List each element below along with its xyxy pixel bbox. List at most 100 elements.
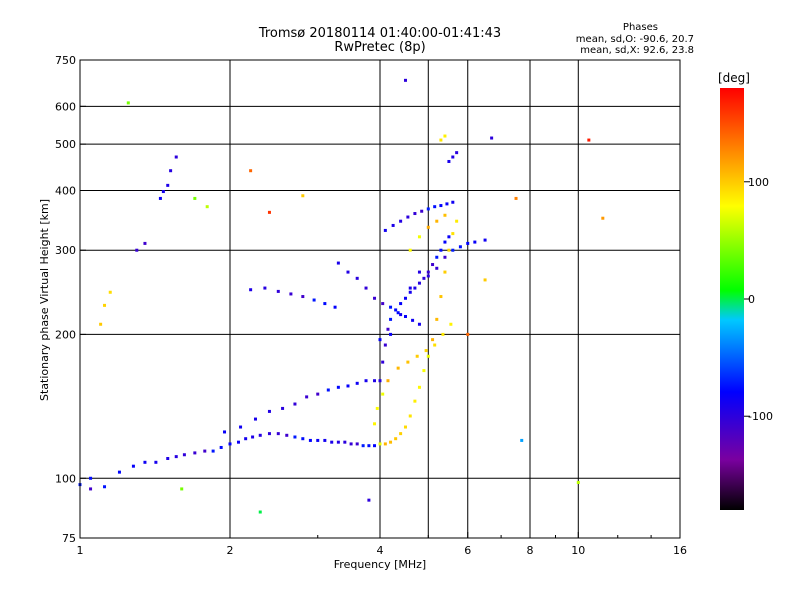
data-point: [411, 318, 415, 322]
data-point: [403, 425, 407, 429]
y-tick-label: 600: [55, 100, 76, 113]
data-point: [443, 240, 447, 244]
data-point: [108, 290, 112, 294]
data-point: [293, 402, 297, 406]
data-point: [413, 399, 417, 403]
data-point: [403, 314, 407, 318]
data-point: [346, 270, 350, 274]
colorbar-tick-label: -100: [748, 410, 773, 423]
data-point: [223, 430, 227, 434]
data-point: [364, 379, 368, 383]
data-point: [378, 379, 382, 383]
data-point: [466, 332, 470, 336]
phase-stats-o: mean, sd,O: -90.6, 20.7: [575, 34, 694, 45]
grid-lines: [80, 59, 680, 539]
data-point: [403, 78, 407, 82]
x-tick-label: 6: [464, 544, 471, 557]
data-point: [483, 278, 487, 282]
data-points: [78, 78, 605, 514]
x-axis-label: Frequency [MHz]: [334, 558, 426, 571]
data-point: [293, 435, 297, 439]
data-point: [406, 215, 410, 219]
data-point: [211, 449, 215, 453]
data-point: [422, 369, 426, 373]
data-point: [289, 292, 293, 296]
data-point: [267, 432, 271, 436]
data-point: [367, 444, 371, 448]
y-axis-ticks: 75 100 200 300 400 500 600 750: [55, 54, 86, 545]
x-axis-ticks: 1 2 4 6 8 10 16: [77, 532, 687, 557]
data-point: [131, 464, 135, 468]
data-point: [439, 204, 443, 208]
data-point: [103, 303, 107, 307]
data-point: [169, 169, 173, 173]
data-point: [490, 136, 494, 140]
data-point: [447, 248, 451, 252]
colorbar-tick-label: 100: [748, 176, 769, 189]
data-point: [394, 437, 398, 441]
data-point: [408, 248, 412, 252]
colorbar: [720, 88, 744, 510]
data-point: [445, 202, 449, 206]
data-point: [417, 385, 421, 389]
data-point: [433, 205, 437, 209]
data-point: [373, 444, 377, 448]
data-point: [383, 442, 387, 446]
data-point: [193, 196, 197, 200]
data-point: [355, 276, 359, 280]
data-point: [336, 440, 340, 444]
data-point: [383, 343, 387, 347]
data-point: [89, 476, 93, 480]
data-point: [601, 216, 605, 220]
data-point: [447, 159, 451, 163]
data-point: [389, 305, 393, 309]
x-tick-label: 8: [527, 544, 534, 557]
data-point: [166, 456, 170, 460]
data-point: [336, 385, 340, 389]
data-point: [587, 138, 591, 142]
data-point: [312, 298, 316, 302]
data-point: [301, 194, 305, 198]
x-tick-label: 2: [227, 544, 234, 557]
data-point: [443, 255, 447, 259]
data-point: [386, 379, 390, 383]
data-point: [373, 422, 377, 426]
data-point: [203, 449, 207, 453]
data-point: [443, 270, 447, 274]
data-point: [443, 213, 447, 217]
data-point: [389, 440, 393, 444]
data-point: [126, 101, 130, 105]
data-point: [323, 302, 327, 306]
data-point: [276, 432, 280, 436]
data-point: [413, 212, 417, 216]
data-point: [451, 232, 455, 236]
data-point: [158, 196, 162, 200]
data-point: [301, 295, 305, 299]
data-point: [301, 437, 305, 441]
data-point: [333, 305, 337, 309]
y-tick-label: 200: [55, 328, 76, 341]
y-tick-label: 100: [55, 472, 76, 485]
data-point: [396, 366, 400, 370]
data-point: [249, 288, 253, 292]
data-point: [330, 440, 334, 444]
data-point: [424, 349, 428, 353]
data-point: [451, 248, 455, 252]
data-point: [389, 332, 393, 336]
y-tick-label: 75: [62, 532, 76, 545]
data-point: [316, 392, 320, 396]
data-point: [520, 438, 524, 442]
data-point: [451, 200, 455, 204]
data-point: [276, 289, 280, 293]
data-point: [323, 438, 327, 442]
data-point: [103, 485, 107, 489]
colorbar-tick-label: 0: [748, 293, 755, 306]
data-point: [135, 248, 139, 252]
data-point: [219, 445, 223, 449]
y-axis-label: Stationary phase Virtual Height [km]: [38, 199, 51, 401]
data-point: [251, 435, 255, 439]
data-point: [431, 338, 435, 342]
data-point: [391, 223, 395, 227]
data-point: [399, 432, 403, 436]
data-point: [378, 338, 382, 342]
